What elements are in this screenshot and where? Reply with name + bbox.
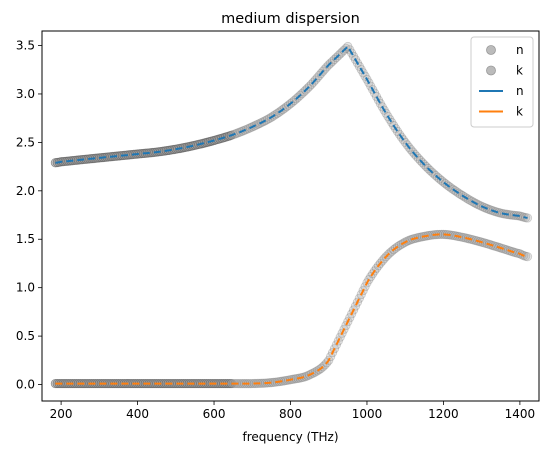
data-point-k xyxy=(521,251,531,261)
legend-label: n xyxy=(516,43,524,57)
x-axis-label: frequency (THz) xyxy=(242,430,338,444)
y-tick-label: 0.0 xyxy=(16,378,35,392)
data-point-n xyxy=(232,128,242,138)
legend-label: k xyxy=(516,105,523,119)
data-point-n xyxy=(251,120,261,130)
data-point-k xyxy=(490,241,500,251)
legend-label: n xyxy=(516,84,524,98)
legend-box xyxy=(470,36,534,128)
data-point-n xyxy=(253,119,263,129)
data-point-n xyxy=(234,127,244,138)
data-point-k xyxy=(406,235,416,245)
data-point-k xyxy=(480,238,491,248)
data-point-n xyxy=(494,207,504,218)
data-point-k xyxy=(301,371,311,382)
data-point-k xyxy=(492,242,502,252)
x-tick-label: 600 xyxy=(203,407,226,421)
x-tick-label: 200 xyxy=(50,407,73,421)
data-point-k xyxy=(471,235,481,246)
y-axis: 0.0 0.5 1.0 1.5 2.0 2.5 3.0 3.5 xyxy=(16,39,42,392)
data-point-n xyxy=(241,124,252,135)
data-point-k xyxy=(469,235,479,245)
data-point-n xyxy=(243,123,254,134)
x-tick-label: 1400 xyxy=(505,407,536,421)
series-line-n xyxy=(55,44,528,219)
y-tick-label: 1.0 xyxy=(16,281,35,295)
data-point-k xyxy=(511,248,521,258)
plot-area xyxy=(41,30,540,402)
data-point-k xyxy=(499,244,510,254)
y-tick-label: 2.0 xyxy=(16,184,35,198)
data-point-n xyxy=(486,205,496,215)
x-axis: 200 400 600 800 1000 1200 1400 xyxy=(50,401,535,421)
chart-title: medium dispersion xyxy=(221,11,360,27)
data-point-k xyxy=(513,248,523,258)
data-point-k xyxy=(467,234,477,245)
x-tick-label: 1200 xyxy=(428,407,459,421)
y-tick-label: 3.5 xyxy=(16,39,35,53)
y-tick-label: 1.5 xyxy=(16,232,35,246)
series-line-k xyxy=(55,233,528,385)
x-tick-label: 1000 xyxy=(352,407,383,421)
data-point-k xyxy=(478,238,489,248)
data-point-k xyxy=(404,235,414,245)
legend-label: k xyxy=(516,64,523,78)
legend-marker xyxy=(486,65,496,76)
x-tick-label: 800 xyxy=(279,407,302,421)
y-tick-label: 3.0 xyxy=(16,87,35,101)
legend-marker xyxy=(486,45,496,55)
data-point-k xyxy=(522,252,533,262)
series-layer xyxy=(50,41,533,389)
data-point-k xyxy=(501,245,512,255)
x-tick-label: 400 xyxy=(126,407,149,421)
data-point-n xyxy=(484,204,494,215)
y-tick-label: 2.5 xyxy=(16,135,35,149)
y-tick-label: 0.5 xyxy=(16,329,35,343)
